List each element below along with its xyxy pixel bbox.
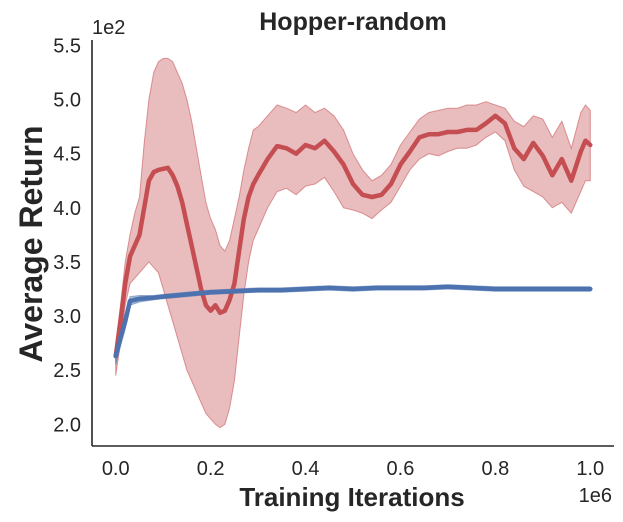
red-series-line (113, 113, 593, 359)
x-axis-label: Training Iterations (239, 482, 464, 512)
series-lines (113, 113, 593, 359)
x-tick-label: 1.0 (576, 458, 604, 480)
y-ticks: 2.0 2.5 3.0 3.5 4.0 4.5 5.0 5.5 (53, 35, 81, 436)
y-tick-label: 3.5 (53, 252, 81, 274)
y-tick-label: 5.0 (53, 90, 81, 112)
x-tick-label: 0.6 (387, 458, 415, 480)
x-axis-offset-label: 1e6 (579, 485, 612, 507)
y-tick-label: 5.5 (53, 35, 81, 57)
y-tick-label: 4.5 (53, 144, 81, 166)
confidence-bands (115, 57, 591, 429)
y-tick-label: 2.0 (53, 414, 81, 436)
y-tick-label: 3.0 (53, 306, 81, 328)
x-tick-label: 0.4 (292, 458, 320, 480)
x-tick-label: 0.2 (197, 458, 225, 480)
y-tick-label: 2.5 (53, 360, 81, 382)
y-axis-offset-label: 1e2 (92, 17, 125, 39)
red-series-band (115, 57, 591, 429)
y-axis-label: Average Return (13, 125, 49, 362)
x-tick-label: 0.8 (481, 458, 509, 480)
x-tick-label: 0.0 (102, 458, 130, 480)
y-tick-label: 4.0 (53, 198, 81, 220)
chart-title: Hopper-random (259, 8, 447, 36)
x-ticks: 0.0 0.2 0.4 0.6 0.8 1.0 (102, 458, 604, 480)
blue-series-line (113, 284, 593, 359)
